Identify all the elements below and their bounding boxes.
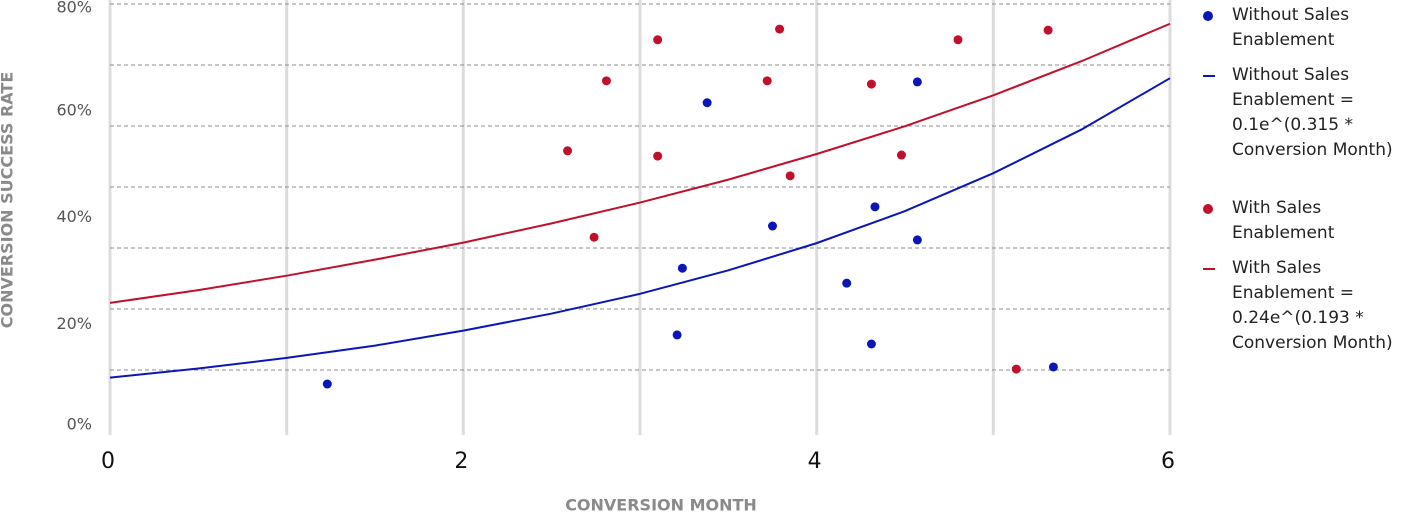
scatter-point — [785, 171, 795, 181]
scatter-point — [1043, 25, 1053, 35]
y-tick-label: 40% — [56, 207, 92, 226]
scatter-point — [322, 379, 332, 389]
scatter-point — [762, 76, 772, 86]
scatter-point — [672, 330, 682, 340]
scatter-point — [601, 76, 611, 86]
legend-label: Without Sales Enablement = 0.1e^(0.315 *… — [1232, 65, 1393, 160]
legend-item: With Sales Enablement — [1198, 196, 1412, 246]
x-tick-label: 4 — [808, 449, 822, 474]
scatter-point — [866, 339, 876, 349]
scatter-point — [866, 79, 876, 89]
scatter-point — [953, 35, 963, 45]
y-axis-title: CONVERSION SUCCESS RATE — [0, 72, 17, 329]
legend-marker — [1198, 196, 1232, 221]
x-axis-title: CONVERSION MONTH — [565, 496, 757, 514]
scatter-point — [589, 232, 599, 242]
scatter-point — [912, 77, 922, 87]
x-tick-label: 0 — [101, 449, 115, 474]
y-tick-label: 0% — [67, 415, 92, 434]
legend-label: Without Sales Enablement — [1232, 5, 1350, 50]
legend-item: Without Sales Enablement — [1198, 3, 1412, 53]
scatter-point — [775, 24, 785, 34]
scatter-point — [912, 235, 922, 245]
y-tick-label: 80% — [56, 0, 92, 17]
y-tick-label: 60% — [56, 100, 92, 119]
scatter-point — [1048, 362, 1058, 372]
x-tick-label: 2 — [454, 449, 468, 474]
scatter-point — [653, 35, 663, 45]
trend-line — [109, 22, 1171, 304]
scatter-point — [842, 278, 852, 288]
legend-marker — [1198, 256, 1232, 281]
scatter-point — [677, 263, 687, 273]
legend-label: With Sales Enablement = 0.24e^(0.193 * C… — [1232, 258, 1393, 353]
scatter-point — [870, 202, 880, 212]
scatter-point — [1011, 364, 1021, 374]
legend-label: With Sales Enablement — [1232, 198, 1335, 243]
trend-line — [109, 77, 1171, 379]
scatter-point — [896, 150, 906, 160]
scatter-point — [768, 221, 777, 231]
legend-marker — [1198, 63, 1232, 88]
x-tick-label: 6 — [1161, 449, 1175, 474]
legend-marker — [1198, 3, 1232, 28]
scatter-point — [702, 98, 712, 108]
legend-item: With Sales Enablement = 0.24e^(0.193 * C… — [1198, 256, 1412, 356]
y-tick-label: 20% — [56, 314, 92, 333]
scatter-point — [653, 151, 663, 161]
scatter-point — [563, 146, 573, 156]
legend-item: Without Sales Enablement = 0.1e^(0.315 *… — [1198, 63, 1412, 163]
legend: Without Sales Enablement Without Sales En… — [1198, 3, 1412, 389]
